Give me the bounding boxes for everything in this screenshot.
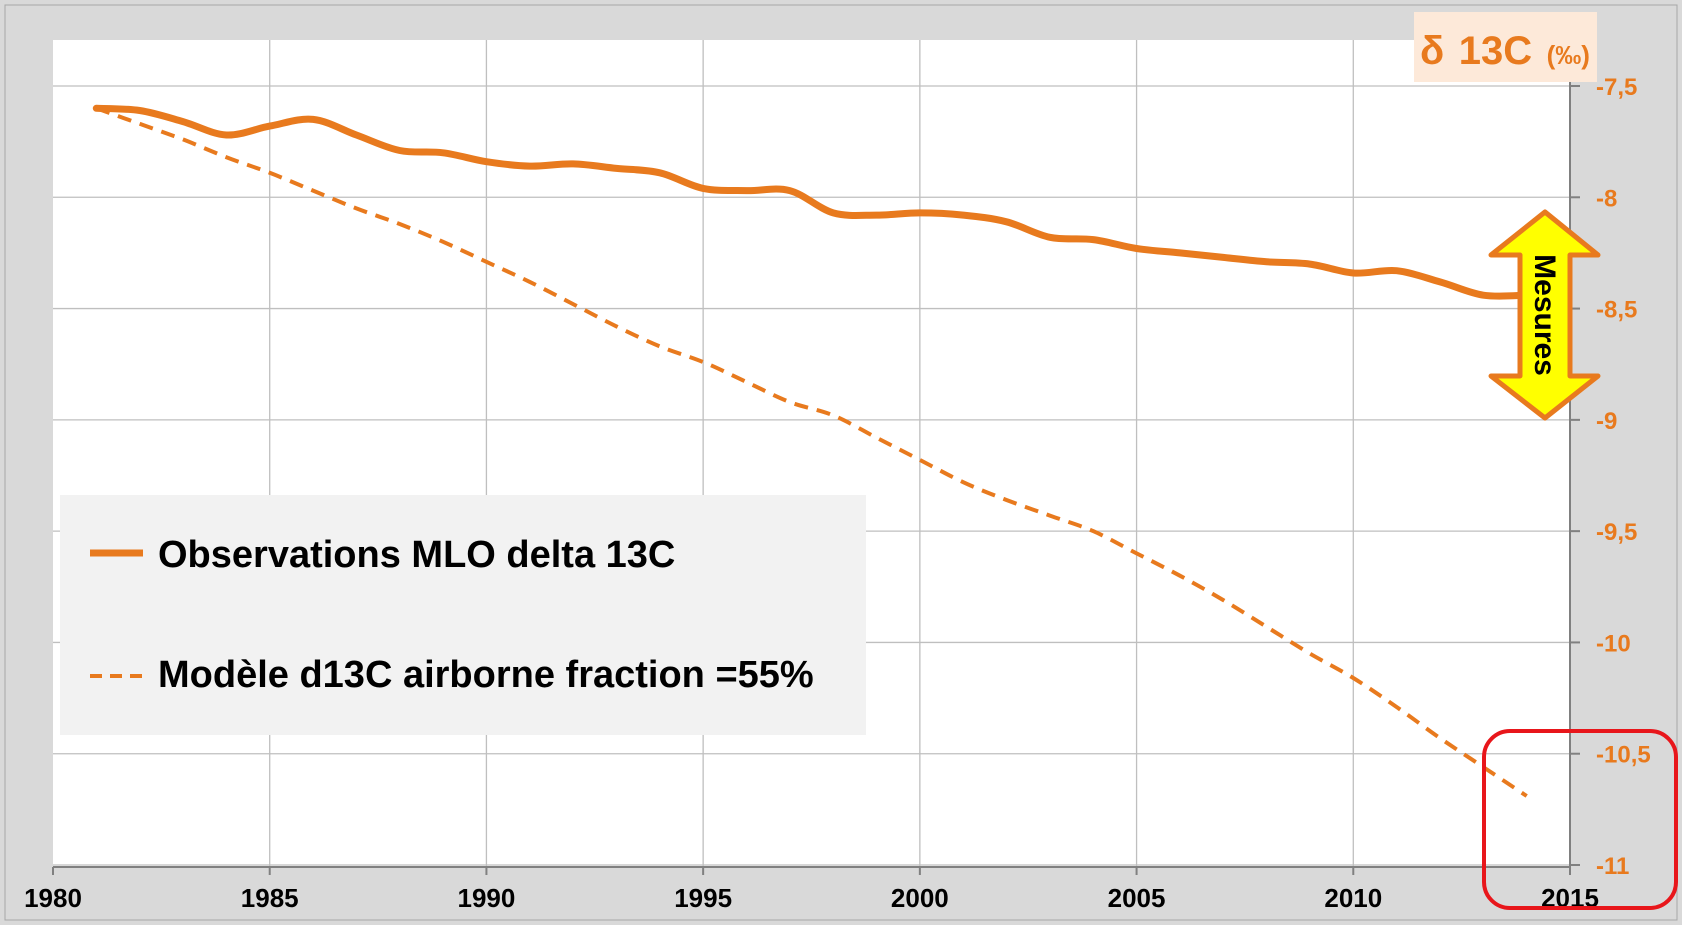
x-tick-labels: 1980 1985 1990 1995 2000 2005 2010 2015	[24, 883, 1599, 913]
legend-label-model: Modèle d13C airborne fraction =55%	[158, 654, 814, 696]
y-tick-label: -8,5	[1596, 297, 1637, 324]
x-tick-label: 1990	[458, 883, 516, 913]
legend: Observations MLO delta 13C Modèle d13C a…	[60, 495, 866, 735]
y-axis-title-main: 13C	[1459, 29, 1532, 73]
series-layer	[92, 104, 1531, 798]
arrow-label: Mesures	[1528, 254, 1561, 376]
y-tick-label: -7,5	[1596, 74, 1637, 101]
y-tick-label: -11	[1596, 853, 1629, 880]
legend-label-observations: Observations MLO delta 13C	[158, 534, 675, 576]
plot-area	[53, 40, 1570, 867]
y-tick-label: -10	[1596, 630, 1631, 657]
highlight-box	[1482, 729, 1678, 910]
x-tick-label: 1980	[24, 883, 82, 913]
mesures-arrow: Mesures	[1488, 209, 1601, 421]
y-axis-title: δ 13C (‰)	[1420, 29, 1590, 73]
y-tick-labels: -7,5 -8 -8,5 -9 -9,5 -10 -10,5 -11	[1596, 74, 1651, 880]
x-tick-label: 2005	[1108, 883, 1166, 913]
x-tick-label: 2000	[891, 883, 949, 913]
x-tick-label: 2010	[1324, 883, 1382, 913]
delta-symbol: δ	[1420, 29, 1444, 73]
series-line-model	[95, 106, 1528, 798]
double-arrow-icon	[1488, 209, 1601, 421]
series-line-observations	[92, 104, 1531, 300]
y-tick-label: -10,5	[1596, 742, 1651, 769]
y-tick-label: -9,5	[1596, 519, 1637, 546]
y-axis-title-box	[1414, 12, 1597, 82]
x-tick-label: 1985	[241, 883, 299, 913]
y-axis-title-unit: (‰)	[1547, 40, 1590, 70]
y-tick-label: -9	[1596, 408, 1617, 435]
legend-box	[60, 495, 866, 735]
y-tick-label: -8	[1596, 185, 1617, 212]
x-tick-label: 1995	[674, 883, 732, 913]
